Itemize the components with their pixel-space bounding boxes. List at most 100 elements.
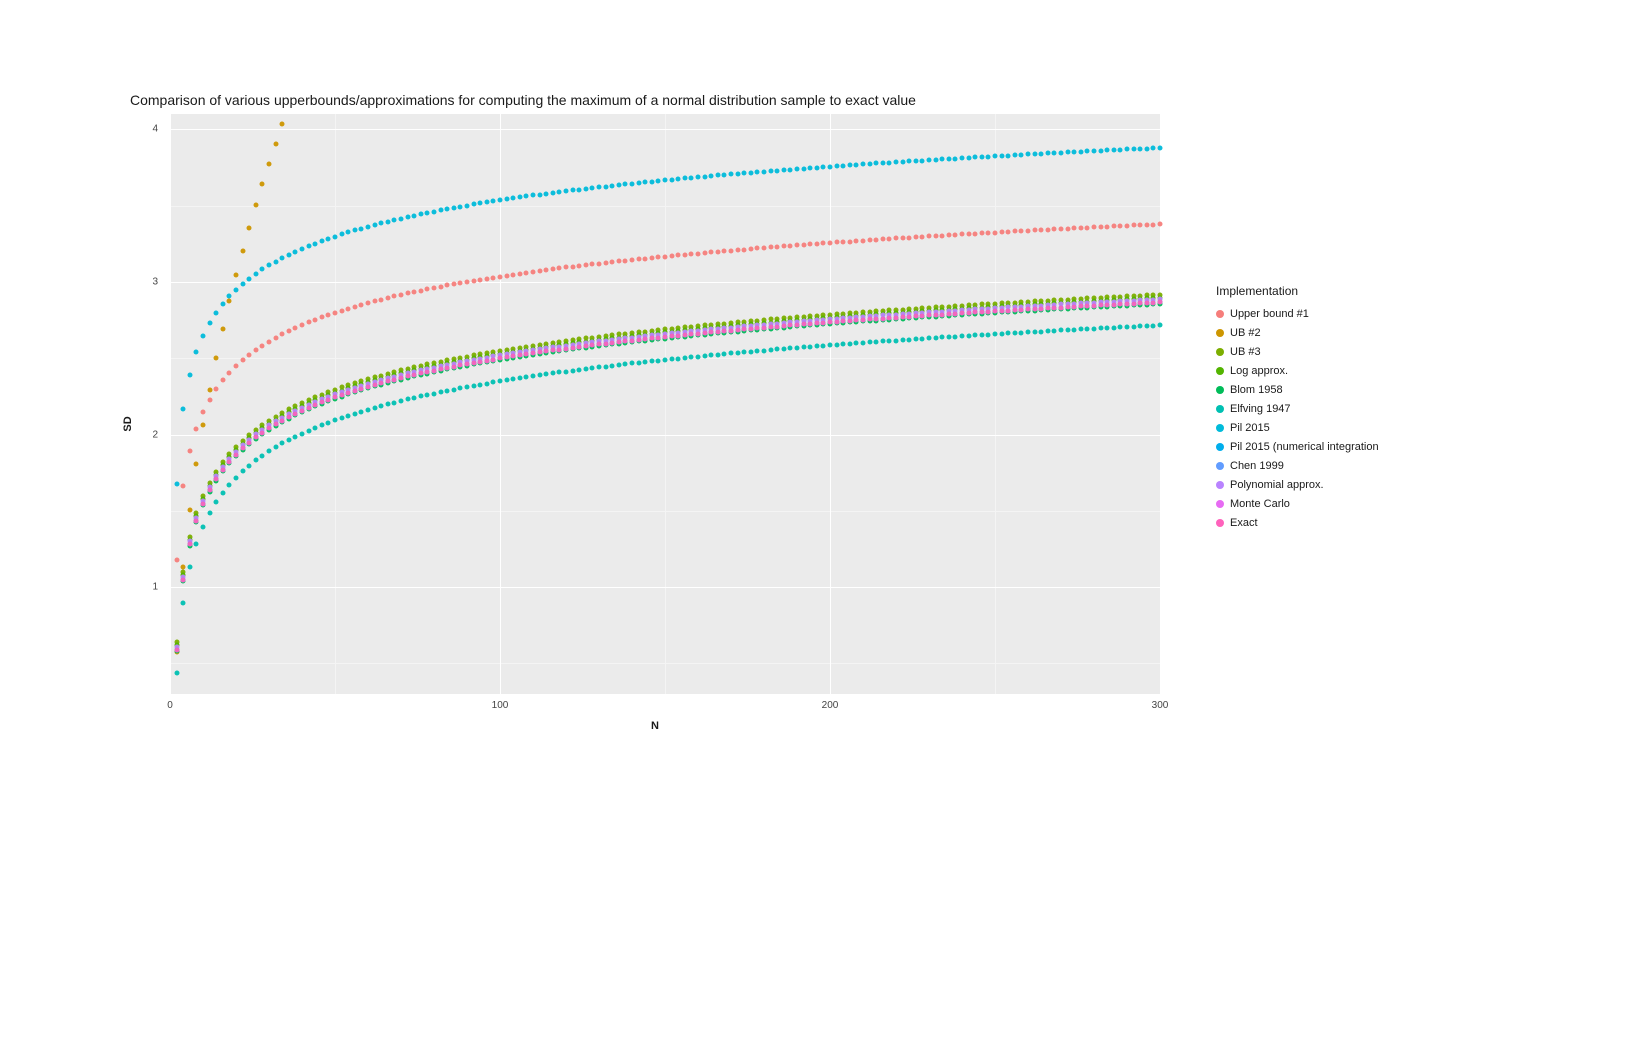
data-point <box>940 312 945 317</box>
data-point <box>1026 228 1031 233</box>
data-point <box>1059 227 1064 232</box>
data-point <box>986 309 991 314</box>
data-point <box>1158 222 1163 227</box>
data-point <box>234 287 239 292</box>
data-point <box>498 274 503 279</box>
data-point <box>524 375 529 380</box>
data-point <box>273 141 278 146</box>
data-point <box>999 230 1004 235</box>
data-point <box>583 367 588 372</box>
data-point <box>234 364 239 369</box>
data-point <box>1052 151 1057 156</box>
data-point <box>425 392 430 397</box>
data-point <box>372 222 377 227</box>
data-point <box>894 338 899 343</box>
data-point <box>557 190 562 195</box>
data-point <box>649 255 654 260</box>
data-point <box>847 239 852 244</box>
legend-swatch <box>1216 348 1224 356</box>
data-point <box>220 378 225 383</box>
data-point <box>1138 324 1143 329</box>
data-point <box>432 391 437 396</box>
data-point <box>841 342 846 347</box>
data-point <box>319 423 324 428</box>
data-point <box>352 228 357 233</box>
data-point <box>253 348 258 353</box>
data-point <box>590 262 595 267</box>
data-point <box>557 370 562 375</box>
data-point <box>405 397 410 402</box>
data-point <box>748 349 753 354</box>
data-point <box>445 283 450 288</box>
data-point <box>181 564 186 569</box>
data-point <box>524 194 529 199</box>
data-point <box>544 191 549 196</box>
data-point <box>517 376 522 381</box>
data-point <box>702 174 707 179</box>
data-point <box>709 330 714 335</box>
data-point <box>1098 303 1103 308</box>
data-point <box>1059 150 1064 155</box>
data-point <box>1151 222 1156 227</box>
legend-label: UB #3 <box>1230 346 1261 358</box>
data-point <box>861 340 866 345</box>
data-point <box>405 215 410 220</box>
data-point <box>755 349 760 354</box>
data-point <box>451 364 456 369</box>
data-point <box>1111 325 1116 330</box>
data-point <box>293 411 298 416</box>
data-point <box>445 388 450 393</box>
data-point <box>880 339 885 344</box>
data-point <box>425 287 430 292</box>
data-point <box>537 192 542 197</box>
data-point <box>630 338 635 343</box>
data-point <box>1019 330 1024 335</box>
data-point <box>201 333 206 338</box>
data-point <box>564 346 569 351</box>
data-point <box>610 363 615 368</box>
data-point <box>174 647 179 652</box>
data-point <box>993 309 998 314</box>
data-point <box>550 267 555 272</box>
grid-line <box>170 282 1160 283</box>
data-point <box>524 270 529 275</box>
data-point <box>280 122 285 127</box>
data-point <box>808 321 813 326</box>
x-tick-label: 100 <box>492 700 509 711</box>
data-point <box>504 273 509 278</box>
data-point <box>484 358 489 363</box>
data-point <box>682 252 687 257</box>
data-point <box>781 244 786 249</box>
data-point <box>471 360 476 365</box>
data-point <box>214 387 219 392</box>
data-point <box>735 350 740 355</box>
data-point <box>847 341 852 346</box>
data-point <box>1019 152 1024 157</box>
data-point <box>1078 304 1083 309</box>
data-point <box>451 282 456 287</box>
data-point <box>1045 329 1050 334</box>
data-point <box>847 163 852 168</box>
legend-swatch <box>1216 310 1224 318</box>
legend-item: Exact <box>1216 515 1379 531</box>
data-point <box>907 159 912 164</box>
data-point <box>1131 324 1136 329</box>
data-point <box>715 249 720 254</box>
data-point <box>1144 146 1149 151</box>
data-point <box>630 361 635 366</box>
data-point <box>253 271 258 276</box>
data-point <box>1118 147 1123 152</box>
data-point <box>504 355 509 360</box>
data-point <box>577 187 582 192</box>
data-point <box>194 461 199 466</box>
data-point <box>676 253 681 258</box>
data-point <box>927 234 932 239</box>
data-point <box>953 334 958 339</box>
data-point <box>682 355 687 360</box>
data-point <box>682 176 687 181</box>
data-point <box>781 168 786 173</box>
data-point <box>1052 328 1057 333</box>
data-point <box>544 349 549 354</box>
data-point <box>1045 151 1050 156</box>
data-point <box>300 323 305 328</box>
